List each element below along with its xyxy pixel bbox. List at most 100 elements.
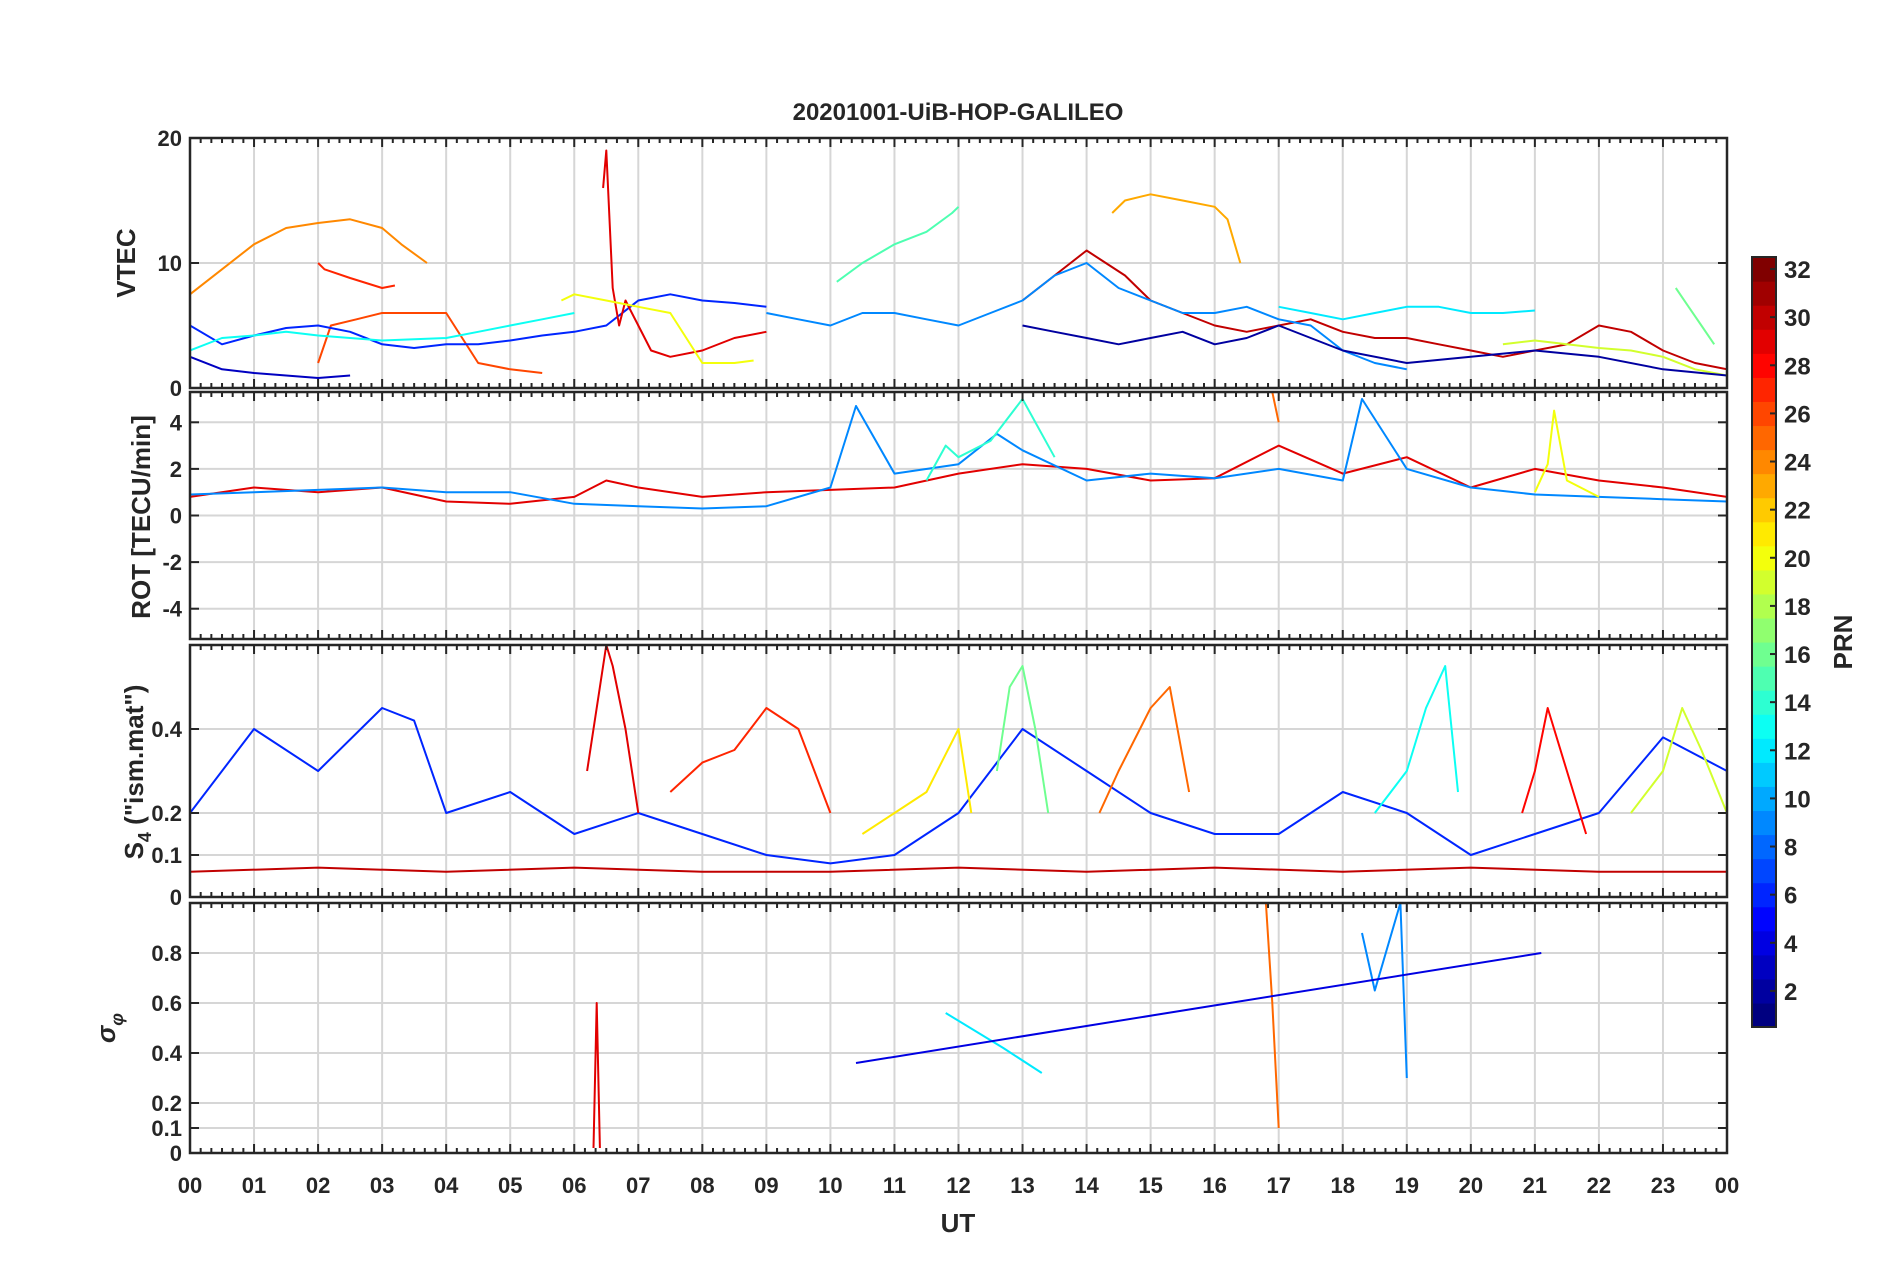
x-axis-label: UT — [941, 1208, 976, 1238]
x-tick-label: 00 — [178, 1173, 202, 1198]
rot-series-prn-29 — [190, 444, 1727, 505]
colorbar-segment — [1752, 858, 1776, 884]
sigma_phi-ytick-label: 0 — [170, 1141, 182, 1166]
sigma_phi-ytick-label: 0.4 — [151, 1041, 182, 1066]
vtec-series-prn-9 — [766, 262, 1407, 371]
x-tick-label: 21 — [1523, 1173, 1547, 1198]
grid-layer — [189, 137, 1728, 1154]
vtec-series-prn-23 — [1111, 193, 1242, 264]
rot-series-prn-20 — [1533, 409, 1600, 498]
s4-series-prn-25 — [1098, 686, 1191, 814]
colorbar-segment — [1752, 377, 1776, 402]
x-tick-label: 22 — [1587, 1173, 1611, 1198]
rot-ytick-label: 2 — [170, 457, 182, 482]
x-tick-label: 07 — [626, 1173, 650, 1198]
s4-ylabel: S4 ("ism.mat") — [119, 685, 155, 860]
vtec-series-prn-24 — [190, 218, 428, 296]
vtec-ylabel: VTEC — [111, 228, 141, 298]
x-tick-label: 06 — [562, 1173, 586, 1198]
sigma_phi-series-group — [592, 903, 1542, 1149]
x-tick-label: 17 — [1266, 1173, 1290, 1198]
colorbar-segment — [1752, 954, 1776, 980]
s4-ylabel-sub: 4 — [135, 832, 155, 842]
colorbar-tick-label: 2 — [1784, 979, 1797, 1006]
colorbar-segment — [1752, 569, 1776, 595]
colorbar-segment — [1752, 666, 1776, 691]
colorbar-tick-label: 6 — [1784, 883, 1797, 910]
vtec-series-prn-19 — [1502, 339, 1727, 377]
x-tick-label: 10 — [818, 1173, 842, 1198]
colorbar-tick-label: 20 — [1784, 546, 1811, 573]
colorbar-tick-label: 12 — [1784, 738, 1811, 765]
colorbar-tick-label: 22 — [1784, 498, 1811, 525]
vtec-series-prn-26 — [317, 312, 543, 374]
vtec-series-prn-2 — [1022, 324, 1727, 377]
sigma_phi-ytick-label: 0.2 — [151, 1091, 182, 1116]
x-tick-label: 20 — [1459, 1173, 1483, 1198]
rot-series-prn-25 — [1246, 392, 1280, 423]
x-tick-labels: 00 01 02 03 04 05 06 07 08 09 10 11 12 13 14 15 16 17 18 19… — [178, 1173, 1739, 1198]
rot-series-group — [190, 392, 1727, 510]
vtec-series-prn-16 — [1674, 287, 1716, 345]
colorbar-tick-label: 24 — [1784, 450, 1811, 477]
colorbar-tick-label: 16 — [1784, 642, 1811, 669]
colorbar-tick-label: 4 — [1784, 931, 1798, 958]
x-tick-label: 12 — [946, 1173, 970, 1198]
rot-ytick-label: 0 — [170, 504, 182, 529]
colorbar-segment — [1752, 329, 1776, 354]
s4-ytick-label: 0.1 — [151, 843, 182, 868]
colorbar-segment — [1752, 810, 1776, 836]
s4-series-prn-29 — [586, 645, 640, 814]
x-tick-label: 00 — [1715, 1173, 1739, 1198]
colorbar-segment — [1752, 762, 1776, 787]
colorbar-tick-label: 8 — [1784, 835, 1797, 862]
colorbar-segment — [1752, 281, 1776, 306]
x-tick-label: 13 — [1010, 1173, 1034, 1198]
vtec-ytick-label: 0 — [170, 376, 182, 401]
sigma_phi-series-prn-9 — [1361, 903, 1408, 1079]
colorbar-tick-label: 18 — [1784, 594, 1811, 621]
vtec-ytick-label: 10 — [158, 251, 182, 276]
sigma_phi-series-prn-25 — [1246, 903, 1280, 1129]
colorbar-tick-label: 10 — [1784, 786, 1811, 813]
x-tick-label: 03 — [370, 1173, 394, 1198]
vtec-series-prn-30 — [1021, 249, 1727, 371]
x-tick-label: 14 — [1074, 1173, 1099, 1198]
rot-series-prn-9 — [190, 398, 1727, 510]
rot-ytick-label: 4 — [170, 410, 183, 435]
x-tick-label: 04 — [434, 1173, 459, 1198]
series-layer — [190, 149, 1727, 1149]
colorbar-segment — [1752, 1002, 1776, 1028]
sigma_phi-ytick-label: 0.6 — [151, 991, 182, 1016]
sigma-ylabel: σφ — [91, 1013, 127, 1043]
colorbar-segment — [1752, 906, 1776, 932]
x-tick-label: 09 — [754, 1173, 778, 1198]
colorbar-tick-label: 28 — [1784, 353, 1811, 380]
vtec-series-prn-29 — [602, 149, 767, 358]
vtec-series-prn-15 — [836, 206, 960, 283]
s4-series-prn-13 — [1374, 665, 1459, 814]
x-tick-label: 01 — [242, 1173, 266, 1198]
s4-series-prn-16 — [995, 665, 1050, 814]
s4-ytick-label: 0.2 — [151, 801, 182, 826]
vtec-ytick-label: 20 — [158, 126, 182, 151]
sigma_phi-series-prn-4 — [855, 952, 1542, 1064]
chart-title: 20201001-UiB-HOP-GALILEO — [793, 99, 1124, 126]
colorbar-segment — [1752, 473, 1776, 499]
rot-ytick-label: -2 — [162, 550, 182, 575]
x-tick-label: 15 — [1138, 1173, 1162, 1198]
x-tick-label: 16 — [1202, 1173, 1226, 1198]
s4-series-prn-6 — [190, 707, 1727, 865]
s4-series-prn-27 — [669, 707, 832, 814]
x-tick-label: 19 — [1395, 1173, 1419, 1198]
colorbar-tick-label: 26 — [1784, 401, 1811, 428]
colorbar-tick-label: 30 — [1784, 305, 1811, 332]
colorbar-segment — [1752, 617, 1776, 643]
vtec-series-prn-12 — [1278, 305, 1535, 321]
x-tick-label: 08 — [690, 1173, 714, 1198]
x-tick-label: 23 — [1651, 1173, 1675, 1198]
sigma_phi-ytick-label: 0.8 — [151, 941, 182, 966]
